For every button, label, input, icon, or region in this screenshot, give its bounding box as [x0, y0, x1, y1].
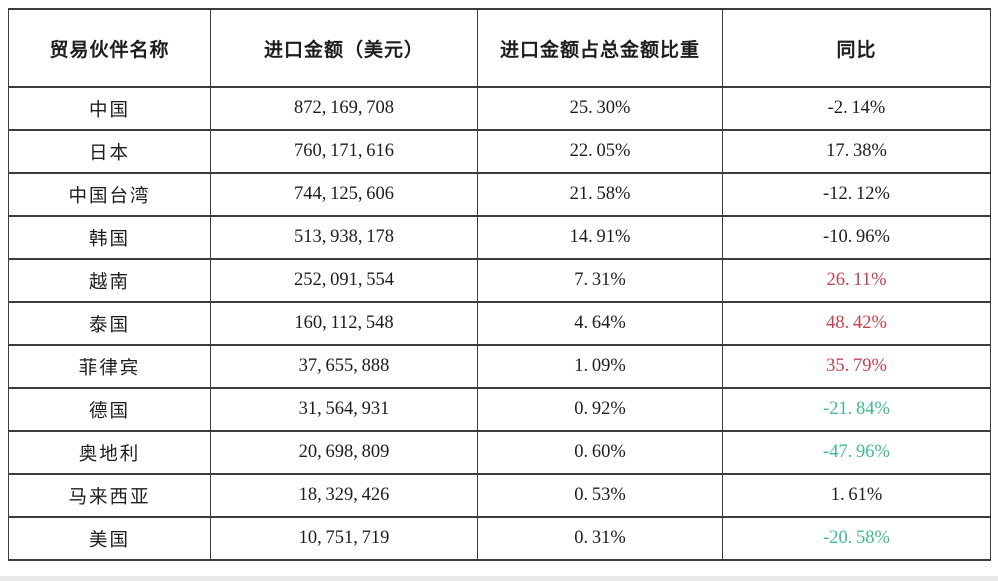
table-row: 日本 760, 171, 616 22. 05% 17. 38%: [8, 129, 991, 174]
yoy-cell: 1. 61%: [722, 473, 991, 518]
import-amount-cell: 252, 091, 554: [210, 258, 478, 303]
import-amount-cell: 160, 112, 548: [210, 301, 478, 346]
table-row: 德国 31, 564, 931 0. 92% -21. 84%: [8, 387, 991, 432]
share-of-total-cell: 7. 31%: [477, 258, 723, 303]
table-row: 韩国 513, 938, 178 14. 91% -10. 96%: [8, 215, 991, 260]
yoy-cell: -20. 58%: [722, 516, 991, 561]
partner-name-cell: 德国: [8, 387, 211, 432]
table-body: 中国 872, 169, 708 25. 30% -2. 14% 日本 760, 171,…: [8, 86, 991, 561]
trade-partners-table: 贸易伙伴名称 进口金额（美元） 进口金额占总金额比重 同比 中国 872, 169…: [8, 8, 991, 561]
partner-name-cell: 美国: [8, 516, 211, 561]
import-amount-cell: 18, 329, 426: [210, 473, 478, 518]
yoy-cell: -2. 14%: [722, 86, 991, 131]
import-amount-cell: 10, 751, 719: [210, 516, 478, 561]
page-bottom-edge: [0, 576, 998, 581]
share-of-total-cell: 0. 53%: [477, 473, 723, 518]
partner-name-cell: 中国台湾: [8, 172, 211, 217]
import-amount-cell: 760, 171, 616: [210, 129, 478, 174]
partner-name-cell: 菲律宾: [8, 344, 211, 389]
share-of-total-cell: 22. 05%: [477, 129, 723, 174]
import-amount-cell: 872, 169, 708: [210, 86, 478, 131]
share-of-total-cell: 0. 31%: [477, 516, 723, 561]
yoy-cell: -12. 12%: [722, 172, 991, 217]
yoy-cell: -10. 96%: [722, 215, 991, 260]
table-row: 菲律宾 37, 655, 888 1. 09% 35. 79%: [8, 344, 991, 389]
column-header-partner-name: 贸易伙伴名称: [8, 8, 211, 88]
table-row: 中国台湾 744, 125, 606 21. 58% -12. 12%: [8, 172, 991, 217]
yoy-cell: 35. 79%: [722, 344, 991, 389]
share-of-total-cell: 0. 60%: [477, 430, 723, 475]
column-header-import-amount: 进口金额（美元）: [210, 8, 478, 88]
yoy-cell: 26. 11%: [722, 258, 991, 303]
header-row: 贸易伙伴名称 进口金额（美元） 进口金额占总金额比重 同比: [8, 8, 991, 88]
partner-name-cell: 日本: [8, 129, 211, 174]
table-row: 马来西亚 18, 329, 426 0. 53% 1. 61%: [8, 473, 991, 518]
column-header-yoy: 同比: [722, 8, 991, 88]
column-header-share-of-total: 进口金额占总金额比重: [477, 8, 723, 88]
import-amount-cell: 20, 698, 809: [210, 430, 478, 475]
share-of-total-cell: 25. 30%: [477, 86, 723, 131]
yoy-cell: 17. 38%: [722, 129, 991, 174]
table-row: 奥地利 20, 698, 809 0. 60% -47. 96%: [8, 430, 991, 475]
partner-name-cell: 奥地利: [8, 430, 211, 475]
table-row: 中国 872, 169, 708 25. 30% -2. 14%: [8, 86, 991, 131]
import-amount-cell: 37, 655, 888: [210, 344, 478, 389]
yoy-cell: 48. 42%: [722, 301, 991, 346]
yoy-cell: -47. 96%: [722, 430, 991, 475]
table-header: 贸易伙伴名称 进口金额（美元） 进口金额占总金额比重 同比: [8, 8, 991, 88]
import-amount-cell: 744, 125, 606: [210, 172, 478, 217]
partner-name-cell: 韩国: [8, 215, 211, 260]
import-amount-cell: 31, 564, 931: [210, 387, 478, 432]
share-of-total-cell: 1. 09%: [477, 344, 723, 389]
table-row: 越南 252, 091, 554 7. 31% 26. 11%: [8, 258, 991, 303]
yoy-cell: -21. 84%: [722, 387, 991, 432]
table-row: 美国 10, 751, 719 0. 31% -20. 58%: [8, 516, 991, 561]
table-row: 泰国 160, 112, 548 4. 64% 48. 42%: [8, 301, 991, 346]
share-of-total-cell: 0. 92%: [477, 387, 723, 432]
share-of-total-cell: 21. 58%: [477, 172, 723, 217]
partner-name-cell: 中国: [8, 86, 211, 131]
partner-name-cell: 马来西亚: [8, 473, 211, 518]
partner-name-cell: 越南: [8, 258, 211, 303]
import-amount-cell: 513, 938, 178: [210, 215, 478, 260]
share-of-total-cell: 14. 91%: [477, 215, 723, 260]
partner-name-cell: 泰国: [8, 301, 211, 346]
share-of-total-cell: 4. 64%: [477, 301, 723, 346]
